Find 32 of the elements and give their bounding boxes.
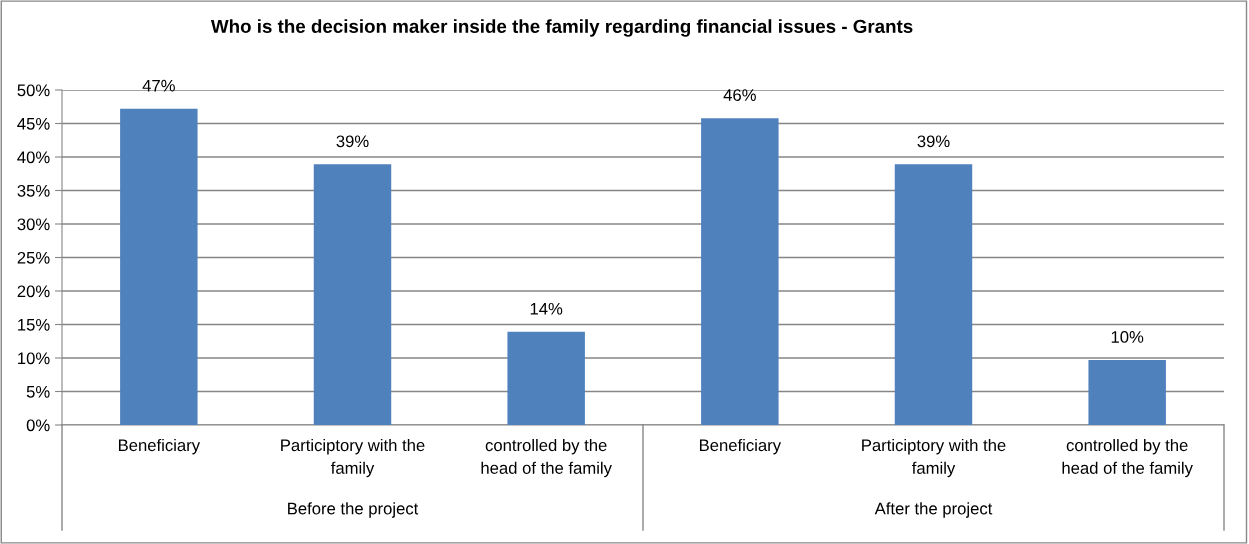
y-tick-label: 20%: [17, 285, 50, 298]
bar: [507, 331, 585, 425]
y-tick-label: 15%: [18, 318, 50, 331]
y-tick-label: 25%: [17, 251, 50, 264]
data-label: 10%: [1111, 331, 1144, 343]
y-tick-label: 0%: [26, 419, 50, 432]
data-label: 46%: [723, 89, 756, 101]
x-tick-label: controlled by the head of the family: [1062, 438, 1193, 478]
text: After the project: [874, 502, 993, 518]
y-tick-label: 10%: [18, 352, 50, 365]
bar: [313, 164, 392, 425]
data-label: 39%: [336, 135, 369, 148]
x-tick-label: Participtory with the family: [281, 438, 425, 478]
x-tick-label: Beneficiary: [118, 438, 201, 455]
x-tick-label: Participtory with the family: [862, 438, 1006, 478]
y-tick-label: 30%: [17, 218, 50, 231]
y-tick-label: 40%: [17, 151, 50, 164]
chart-title: Who is the decision maker inside the family regarding financial issues - Grants: [210, 19, 913, 37]
bar: [701, 118, 779, 425]
text: Before the project: [288, 502, 419, 518]
y-tick-label: 5%: [26, 385, 50, 398]
bar: [1088, 360, 1166, 425]
x-tick-label: controlled by the head of the family: [481, 438, 612, 478]
y-tick-label: 50%: [17, 84, 50, 97]
y-tick-label: 35%: [17, 184, 50, 197]
bar: [894, 164, 973, 425]
y-tick-label: 45%: [17, 117, 50, 130]
bar: [120, 108, 198, 425]
data-label: 39%: [917, 135, 950, 148]
data-label: 14%: [530, 302, 563, 315]
x-tick-label: Beneficiary: [699, 438, 782, 455]
data-label: 47%: [142, 79, 175, 92]
